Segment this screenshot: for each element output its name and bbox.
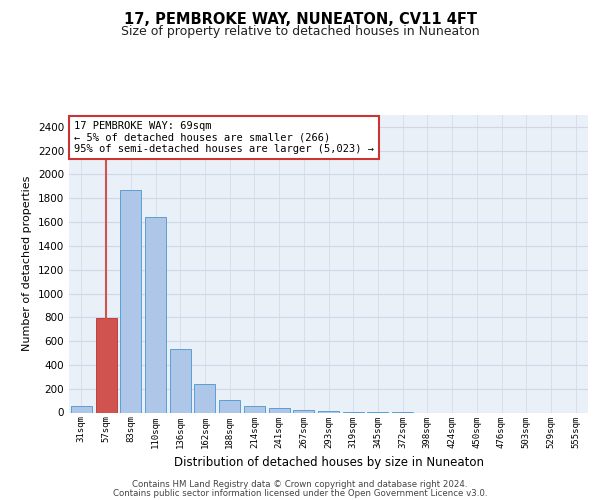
Bar — [145, 218, 166, 412]
Text: 17, PEMBROKE WAY, NUNEATON, CV11 4FT: 17, PEMBROKE WAY, NUNEATON, CV11 4FT — [124, 12, 476, 28]
Bar — [293, 410, 314, 412]
Bar — [95, 318, 116, 412]
Bar — [71, 406, 92, 412]
Y-axis label: Number of detached properties: Number of detached properties — [22, 176, 32, 352]
Bar — [120, 190, 141, 412]
Bar — [269, 408, 290, 412]
Bar — [194, 384, 215, 412]
Bar — [244, 406, 265, 412]
Bar — [219, 400, 240, 412]
Bar — [170, 350, 191, 412]
Text: Contains public sector information licensed under the Open Government Licence v3: Contains public sector information licen… — [113, 488, 487, 498]
X-axis label: Distribution of detached houses by size in Nuneaton: Distribution of detached houses by size … — [173, 456, 484, 469]
Text: 17 PEMBROKE WAY: 69sqm
← 5% of detached houses are smaller (266)
95% of semi-det: 17 PEMBROKE WAY: 69sqm ← 5% of detached … — [74, 121, 374, 154]
Text: Contains HM Land Registry data © Crown copyright and database right 2024.: Contains HM Land Registry data © Crown c… — [132, 480, 468, 489]
Text: Size of property relative to detached houses in Nuneaton: Size of property relative to detached ho… — [121, 25, 479, 38]
